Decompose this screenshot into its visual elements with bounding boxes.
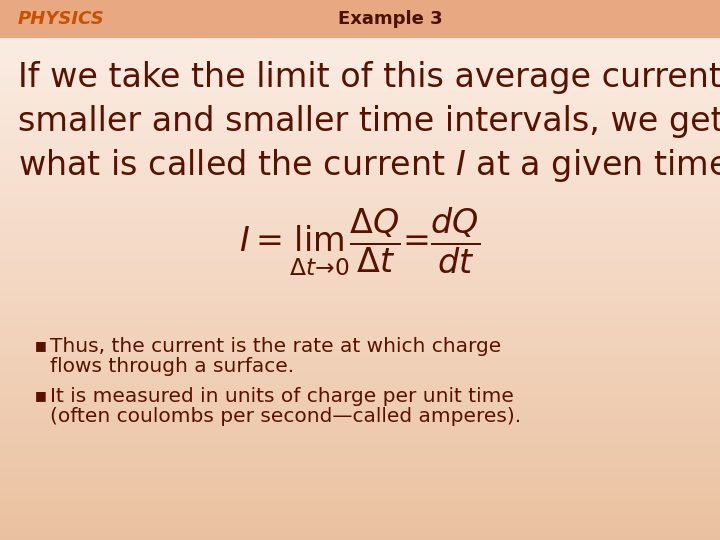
Text: smaller and smaller time intervals, we get: smaller and smaller time intervals, we g… [18, 105, 720, 138]
Bar [0, 0, 720, 38]
Text: $I = \lim_{\Delta t \rightarrow 0} \dfrac{\Delta Q}{\Delta t} = \dfrac{dQ}{dt}$: $I = \lim_{\Delta t \rightarrow 0} \dfra… [240, 206, 480, 278]
Text: ■: ■ [35, 389, 47, 402]
Text: If we take the limit of this average current over: If we take the limit of this average cur… [18, 62, 720, 94]
Text: It is measured in units of charge per unit time: It is measured in units of charge per un… [50, 387, 514, 406]
Text: Thus, the current is the rate at which charge: Thus, the current is the rate at which c… [50, 336, 501, 355]
Text: what is called the current $\mathit{I}$ at a given time $\mathit{t}_1$:: what is called the current $\mathit{I}$ … [18, 147, 720, 185]
Text: PHYSICS: PHYSICS [18, 10, 104, 28]
Text: (often coulombs per second—called amperes).: (often coulombs per second—called ampere… [50, 407, 521, 426]
Text: Example 3: Example 3 [338, 10, 442, 28]
Text: ■: ■ [35, 340, 47, 353]
Text: flows through a surface.: flows through a surface. [50, 356, 294, 375]
